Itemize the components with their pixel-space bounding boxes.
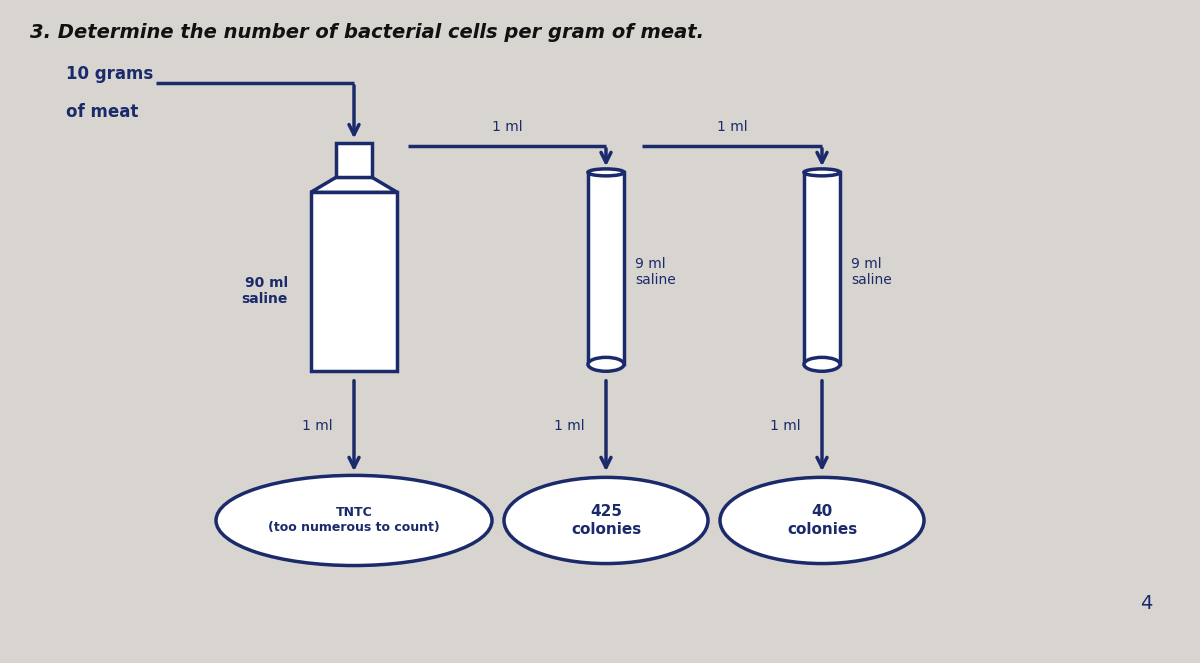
Text: of meat: of meat	[66, 103, 138, 121]
Text: 10 grams: 10 grams	[66, 65, 154, 83]
Ellipse shape	[804, 357, 840, 371]
Text: 40
colonies: 40 colonies	[787, 505, 857, 536]
Text: 1 ml: 1 ml	[553, 419, 584, 433]
Ellipse shape	[588, 169, 624, 176]
Text: 4: 4	[1140, 594, 1152, 613]
Text: 9 ml
saline: 9 ml saline	[635, 257, 676, 287]
Polygon shape	[336, 143, 372, 177]
Polygon shape	[804, 172, 840, 364]
Ellipse shape	[804, 169, 840, 176]
Text: 425
colonies: 425 colonies	[571, 505, 641, 536]
Text: TNTC
(too numerous to count): TNTC (too numerous to count)	[268, 507, 440, 534]
Text: 1 ml: 1 ml	[769, 419, 800, 433]
Polygon shape	[311, 177, 397, 192]
Text: 1 ml: 1 ml	[492, 120, 522, 134]
Ellipse shape	[504, 477, 708, 564]
Text: 9 ml
saline: 9 ml saline	[851, 257, 892, 287]
Text: 3. Determine the number of bacterial cells per gram of meat.: 3. Determine the number of bacterial cel…	[30, 23, 704, 42]
Text: 90 ml
saline: 90 ml saline	[241, 276, 288, 306]
Ellipse shape	[216, 475, 492, 566]
Text: 1 ml: 1 ml	[301, 419, 332, 433]
Ellipse shape	[720, 477, 924, 564]
Ellipse shape	[588, 357, 624, 371]
Polygon shape	[311, 192, 397, 371]
Text: 1 ml: 1 ml	[716, 120, 748, 134]
Polygon shape	[588, 172, 624, 364]
